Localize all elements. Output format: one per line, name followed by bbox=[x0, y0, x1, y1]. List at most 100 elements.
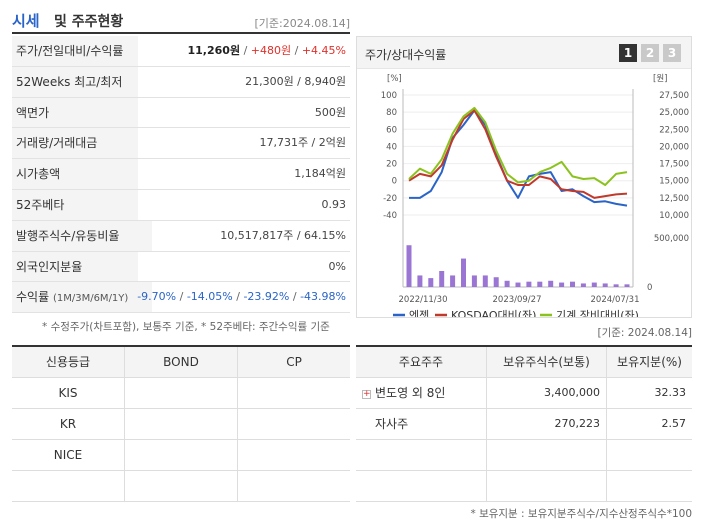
y-left-unit: [%] bbox=[387, 74, 402, 84]
quote-row-52weeks: 52Weeks 최고/최저 21,300원 / 8,940원 bbox=[12, 66, 350, 98]
volume-bar bbox=[471, 275, 477, 287]
quote-row-shares: 발행주식수/유동비율 10,517,817주 / 64.15% bbox=[12, 220, 350, 252]
shareholders-table-header: 주요주주 보유주식수(보통) 보유지분(%) bbox=[356, 347, 692, 378]
volume-bar bbox=[439, 271, 445, 287]
credit-agency-cell bbox=[12, 471, 124, 501]
quote-row-returns: 수익률 (1M/3M/6M/1Y) -9.70% / -14.05% / -23… bbox=[12, 282, 350, 314]
quote-label: 52주베타 bbox=[12, 189, 138, 220]
chart-reference-date: [기준: 2024.08.14] bbox=[597, 327, 692, 339]
y-right-tick-label: 15,000 bbox=[659, 177, 689, 187]
reference-date: [기준:2024.08.14] bbox=[254, 17, 350, 30]
table-row: KIS bbox=[12, 378, 350, 409]
legend-label: 엔젯 bbox=[409, 309, 429, 317]
section-title: 시세 bbox=[12, 12, 40, 30]
legend-label: 기계.장비대비(좌) bbox=[556, 309, 639, 317]
quote-row-market-cap: 시가총액 1,184억원 bbox=[12, 159, 350, 190]
table-row: + 변도영 외 8인 3,400,000 32.33 bbox=[356, 378, 692, 409]
quote-value: 21,300원 / 8,940원 bbox=[245, 74, 346, 88]
expand-plus-icon[interactable]: + bbox=[362, 389, 371, 399]
quote-row-volume: 거래량/거래대금 17,731주 / 2억원 bbox=[12, 128, 350, 160]
credit-header-cell: 신용등급 bbox=[45, 355, 91, 369]
volume-bar bbox=[461, 258, 466, 287]
y-left-tick-label: 80 bbox=[386, 108, 397, 118]
change-pct-value: +4.45% bbox=[301, 44, 346, 57]
volume-bar bbox=[482, 275, 488, 287]
quote-value: 10,517,817주 / 64.15% bbox=[220, 228, 346, 242]
chart-tab-2[interactable]: 2 bbox=[641, 44, 659, 62]
volume-bar bbox=[559, 282, 565, 287]
y-left-tick-label: 100 bbox=[381, 91, 397, 101]
chart-tab-3[interactable]: 3 bbox=[663, 44, 681, 62]
quote-label: 52Weeks 최고/최저 bbox=[12, 66, 138, 97]
quote-row-foreign: 외국인지분율 0% bbox=[12, 251, 350, 283]
volume-bar bbox=[580, 283, 586, 287]
y-left-tick-label: -40 bbox=[383, 211, 397, 221]
holder-shares-cell: 270,223 bbox=[486, 409, 606, 439]
y-left-tick-label: -20 bbox=[383, 194, 397, 204]
section-subtitle: 및 주주현황 bbox=[54, 14, 124, 30]
volume-bar bbox=[515, 282, 521, 287]
quote-value: 11,260원 / +480원 / +4.45% bbox=[187, 44, 347, 57]
volume-bar bbox=[428, 278, 434, 287]
y-right-tick-label: 12,500 bbox=[659, 194, 689, 204]
volume-bar bbox=[537, 281, 543, 287]
volume-bar bbox=[624, 284, 630, 287]
x-tick-label: 2023/09/27 bbox=[493, 295, 542, 305]
return-1y: -43.98% bbox=[300, 290, 346, 304]
quote-footnote: * 수정주가(차트포함), 보통주 기준, * 52주베타: 주간수익률 기준 bbox=[42, 321, 330, 333]
quote-label: 거래량/거래대금 bbox=[12, 128, 138, 159]
header-divider bbox=[12, 32, 350, 34]
returns-sublabel: (1M/3M/6M/1Y) bbox=[52, 293, 129, 305]
holder-header-pct: 보유지분(%) bbox=[606, 347, 692, 377]
volume-bar bbox=[417, 275, 423, 287]
quote-value: 0% bbox=[328, 259, 346, 273]
table-row: NICE bbox=[12, 440, 350, 471]
return-6m: -23.92% bbox=[243, 290, 290, 304]
series-line bbox=[409, 109, 628, 207]
credit-rating-table: 신용등급 BOND CP KIS KR NICE bbox=[12, 345, 350, 502]
series-line bbox=[408, 109, 628, 199]
quote-row-price: 주가/전일대비/수익률 11,260원 / +480원 / +4.45% bbox=[12, 36, 350, 67]
holder-shares-cell: 3,400,000 bbox=[486, 378, 606, 408]
chart-tab-1[interactable]: 1 bbox=[619, 44, 637, 62]
change-value: +480원 bbox=[250, 44, 292, 57]
volume-bar bbox=[406, 245, 412, 287]
quote-label: 외국인지분율 bbox=[12, 251, 138, 282]
volume-bar bbox=[613, 284, 619, 287]
return-1m: -9.70% bbox=[137, 290, 177, 304]
holder-name-cell: 자사주 bbox=[375, 417, 409, 431]
table-row bbox=[12, 471, 350, 502]
holder-name-cell[interactable]: + 변도영 외 8인 bbox=[356, 378, 486, 408]
credit-table-header: 신용등급 BOND CP bbox=[12, 347, 350, 378]
cp-cell bbox=[237, 378, 350, 408]
quote-label: 발행주식수/유동비율 bbox=[12, 220, 152, 251]
holder-header-name: 주요주주 bbox=[398, 355, 444, 369]
volume-bar bbox=[504, 280, 510, 287]
holder-shares-cell bbox=[486, 440, 606, 470]
y-left-tick-label: 20 bbox=[386, 160, 397, 170]
y-right-unit: [원] bbox=[653, 74, 667, 84]
quote-label: 액면가 bbox=[12, 97, 138, 128]
shareholders-footnote: * 보유지분 : 보유지분주식수/지수산정주식수*100 bbox=[470, 508, 692, 520]
volume-tick-label: 500,000 bbox=[654, 234, 689, 244]
quote-value: 1,184억원 bbox=[294, 167, 346, 181]
y-right-tick-label: 10,000 bbox=[659, 211, 689, 221]
quote-label: 주가/전일대비/수익률 bbox=[12, 36, 138, 66]
relative-return-chart: [%] [원] 100 27,500 80 25,000 60 22,500 40 20,000 2… bbox=[381, 74, 689, 317]
holder-pct-cell bbox=[606, 440, 692, 470]
holder-name-cell bbox=[356, 440, 486, 470]
credit-agency-cell: KR bbox=[59, 417, 77, 431]
x-tick-label: 2022/11/30 bbox=[399, 295, 448, 305]
volume-bar bbox=[602, 283, 608, 287]
holder-pct-cell: 2.57 bbox=[606, 409, 692, 439]
table-row bbox=[356, 440, 692, 471]
holder-pct-cell bbox=[606, 471, 692, 501]
bond-cell bbox=[124, 409, 237, 439]
y-left-tick-label: 60 bbox=[386, 125, 397, 135]
holder-header-shares: 보유주식수(보통) bbox=[486, 347, 606, 377]
table-row: KR bbox=[12, 409, 350, 440]
table-row bbox=[356, 471, 692, 502]
